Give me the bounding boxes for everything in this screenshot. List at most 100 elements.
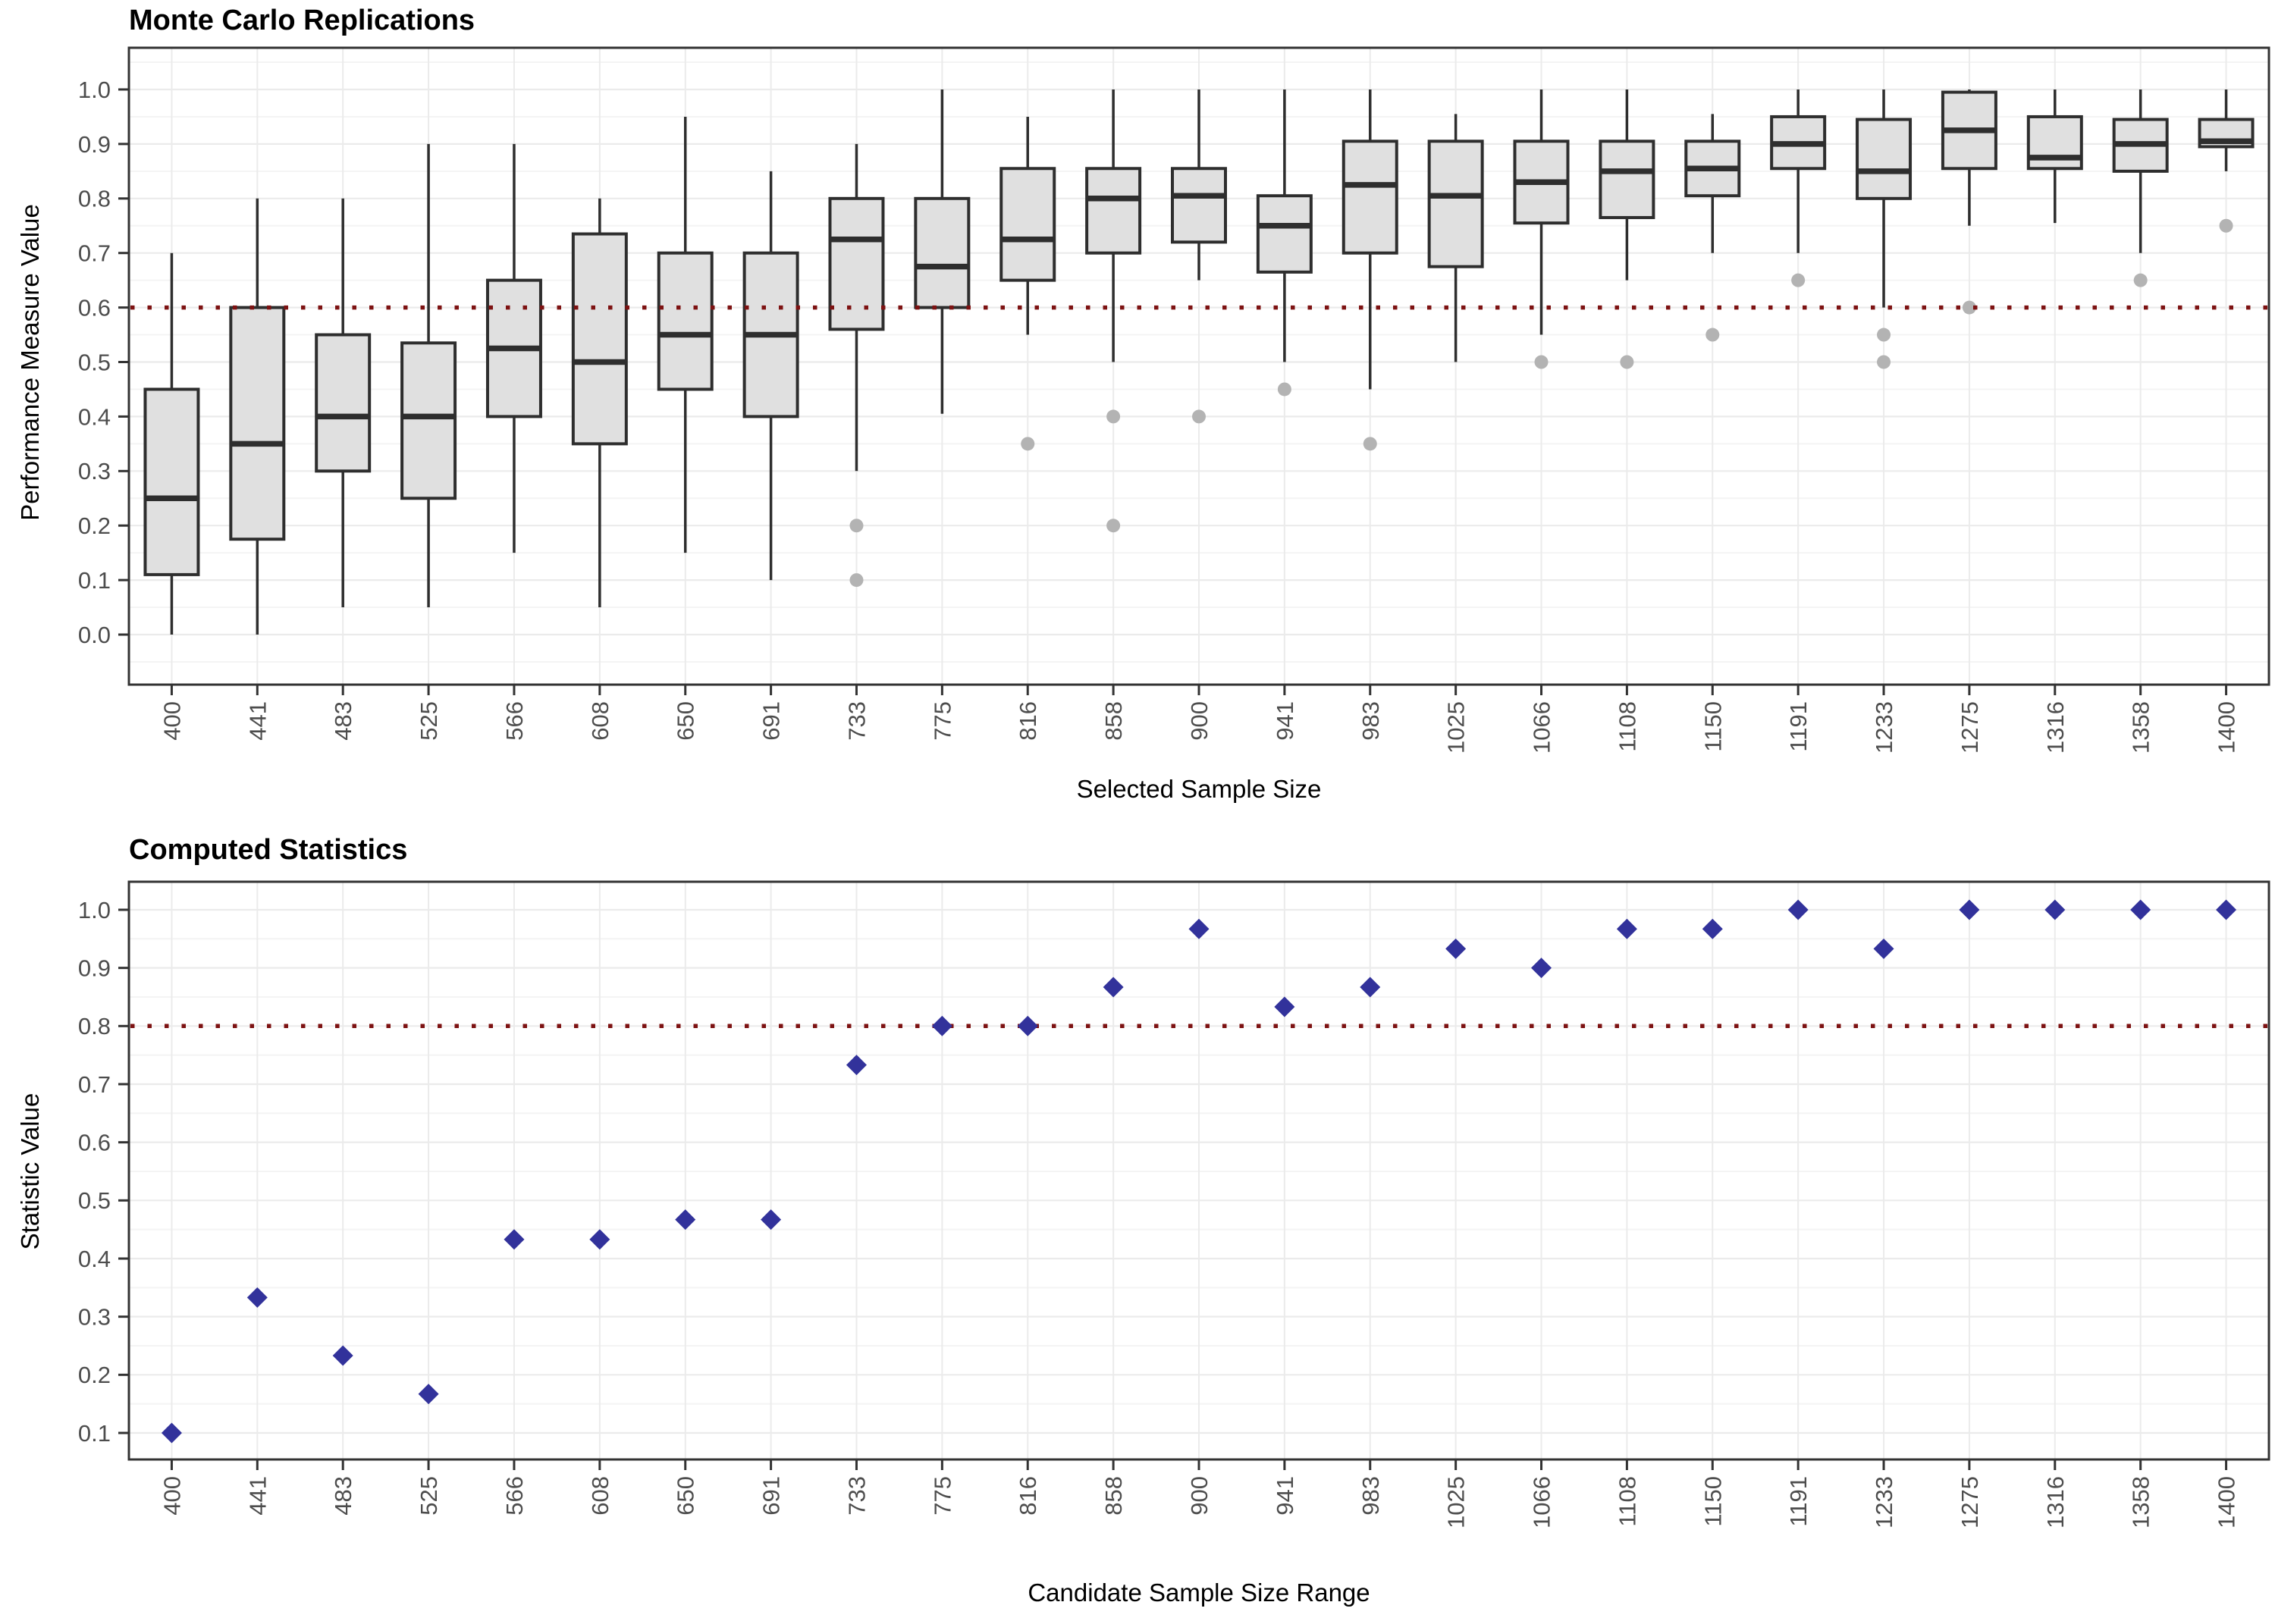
x-tick-label: 608: [587, 701, 613, 741]
outlier-point: [1021, 437, 1035, 451]
y-tick-label: 0.1: [78, 1420, 111, 1447]
x-tick-label: 941: [1272, 1476, 1298, 1516]
iqr-box: [1599, 140, 1655, 219]
diamond-point-775: [931, 1015, 952, 1036]
y-tick-label: 0.0: [78, 622, 111, 648]
iqr-box: [1427, 140, 1484, 268]
top-x-axis-title: Selected Sample Size: [1076, 775, 1322, 803]
x-tick-label: 1025: [1443, 1476, 1470, 1528]
iqr-box: [1856, 118, 1913, 200]
y-tick-label: 0.6: [78, 294, 111, 321]
y-tick-label: 0.3: [78, 458, 111, 484]
y-tick-label: 0.8: [78, 1013, 111, 1039]
y-tick-label: 0.4: [78, 1246, 111, 1272]
diamond-point-1275: [1959, 899, 1980, 920]
box-650: [657, 116, 714, 553]
x-tick-label: 1316: [2042, 1476, 2069, 1528]
y-tick-label: 0.5: [78, 1187, 111, 1214]
x-tick-label: 691: [758, 1476, 785, 1516]
box-900: [1171, 89, 1227, 424]
diamond-point-733: [846, 1055, 867, 1076]
x-tick-label: 441: [244, 701, 271, 741]
diamond-point-566: [504, 1229, 525, 1250]
y-tick-label: 0.5: [78, 349, 111, 375]
diamond-point-816: [1017, 1015, 1038, 1036]
y-tick-label: 0.3: [78, 1304, 111, 1331]
outlier-point: [1877, 328, 1891, 342]
box-441: [229, 198, 286, 635]
iqr-box: [229, 306, 286, 541]
x-tick-label: 733: [843, 1476, 870, 1516]
y-tick-label: 1.0: [78, 77, 111, 103]
diamond-point-400: [161, 1422, 182, 1444]
x-tick-label: 775: [929, 701, 956, 741]
iqr-box: [2026, 114, 2083, 171]
y-tick-label: 0.2: [78, 1362, 111, 1388]
iqr-box: [143, 387, 200, 576]
x-tick-label: 1275: [1956, 701, 1983, 754]
x-tick-label: 733: [843, 701, 870, 741]
computed-statistics-scatter-chart: 0.1 0.2 0.3 0.4 0.5 0.6 0.7 0.8 0.9 1.0 400 441 483 5…: [78, 880, 2270, 1528]
y-tick-label: 0.6: [78, 1130, 111, 1156]
x-tick-label: 1233: [1871, 1476, 1897, 1528]
x-tick-label: 1108: [1614, 701, 1640, 752]
iqr-box: [1256, 194, 1313, 274]
x-tick-label: 941: [1272, 701, 1298, 741]
diamond-point-858: [1103, 977, 1124, 998]
box-1108: [1599, 89, 1655, 369]
box-1150: [1684, 114, 1741, 342]
iqr-box: [315, 333, 372, 473]
diamond-point-691: [761, 1209, 782, 1231]
x-tick-label: 1275: [1956, 1476, 1983, 1528]
box-691: [742, 171, 799, 581]
x-tick-label: 1358: [2128, 1476, 2154, 1528]
x-tick-label: 483: [330, 1476, 356, 1516]
x-tick-label: 1400: [2214, 1476, 2240, 1528]
iqr-box: [657, 251, 714, 391]
diamond-point-441: [246, 1287, 268, 1308]
outlier-point: [1192, 409, 1206, 424]
diamond-point-483: [332, 1345, 353, 1366]
box-1066: [1513, 89, 1570, 369]
box-1233: [1856, 89, 1913, 369]
iqr-box: [914, 196, 971, 309]
x-tick-label: 525: [416, 701, 442, 741]
iqr-box: [571, 232, 628, 446]
outlier-point: [1791, 273, 1806, 287]
diamond-point-1233: [1873, 938, 1894, 959]
box-1275: [1941, 89, 1997, 315]
box-983: [1341, 89, 1398, 451]
y-tick-label: 0.7: [78, 1071, 111, 1098]
diamond-point-525: [418, 1384, 439, 1405]
axis-ticks-and-labels: 0.0 0.1 0.2 0.3 0.4 0.5 0.6 0.7 0.8 0.9 1.0 400 441 4…: [78, 77, 2240, 754]
x-tick-label: 1191: [1785, 701, 1812, 752]
x-tick-label: 858: [1100, 701, 1127, 741]
x-tick-label: 483: [330, 701, 356, 741]
bottom-chart-title: Computed Statistics: [129, 834, 408, 866]
diamond-point-1191: [1787, 899, 1809, 920]
outlier-point: [1363, 437, 1377, 451]
x-tick-label: 775: [929, 1476, 956, 1516]
outlier-point: [849, 519, 864, 533]
iqr-box: [828, 196, 885, 331]
y-tick-label: 1.0: [78, 897, 111, 923]
iqr-box: [1085, 167, 1142, 255]
top-chart-title: Monte Carlo Replications: [129, 5, 475, 36]
box-483: [315, 198, 372, 608]
iqr-box: [400, 341, 457, 500]
outlier-point: [1277, 382, 1291, 397]
outlier-point: [1534, 355, 1549, 369]
x-tick-label: 650: [673, 701, 699, 741]
box-1191: [1770, 89, 1827, 287]
x-tick-label: 1150: [1699, 701, 1726, 752]
x-tick-label: 566: [501, 701, 528, 741]
x-tick-label: 983: [1357, 701, 1384, 741]
x-tick-label: 1358: [2128, 701, 2154, 754]
outlier-point: [1705, 328, 1720, 342]
box-566: [485, 143, 542, 553]
iqr-box: [999, 167, 1056, 282]
x-tick-label: 1400: [2214, 701, 2240, 754]
box-608: [571, 198, 628, 608]
diamond-point-1025: [1445, 938, 1467, 959]
outlier-point: [2133, 273, 2148, 287]
